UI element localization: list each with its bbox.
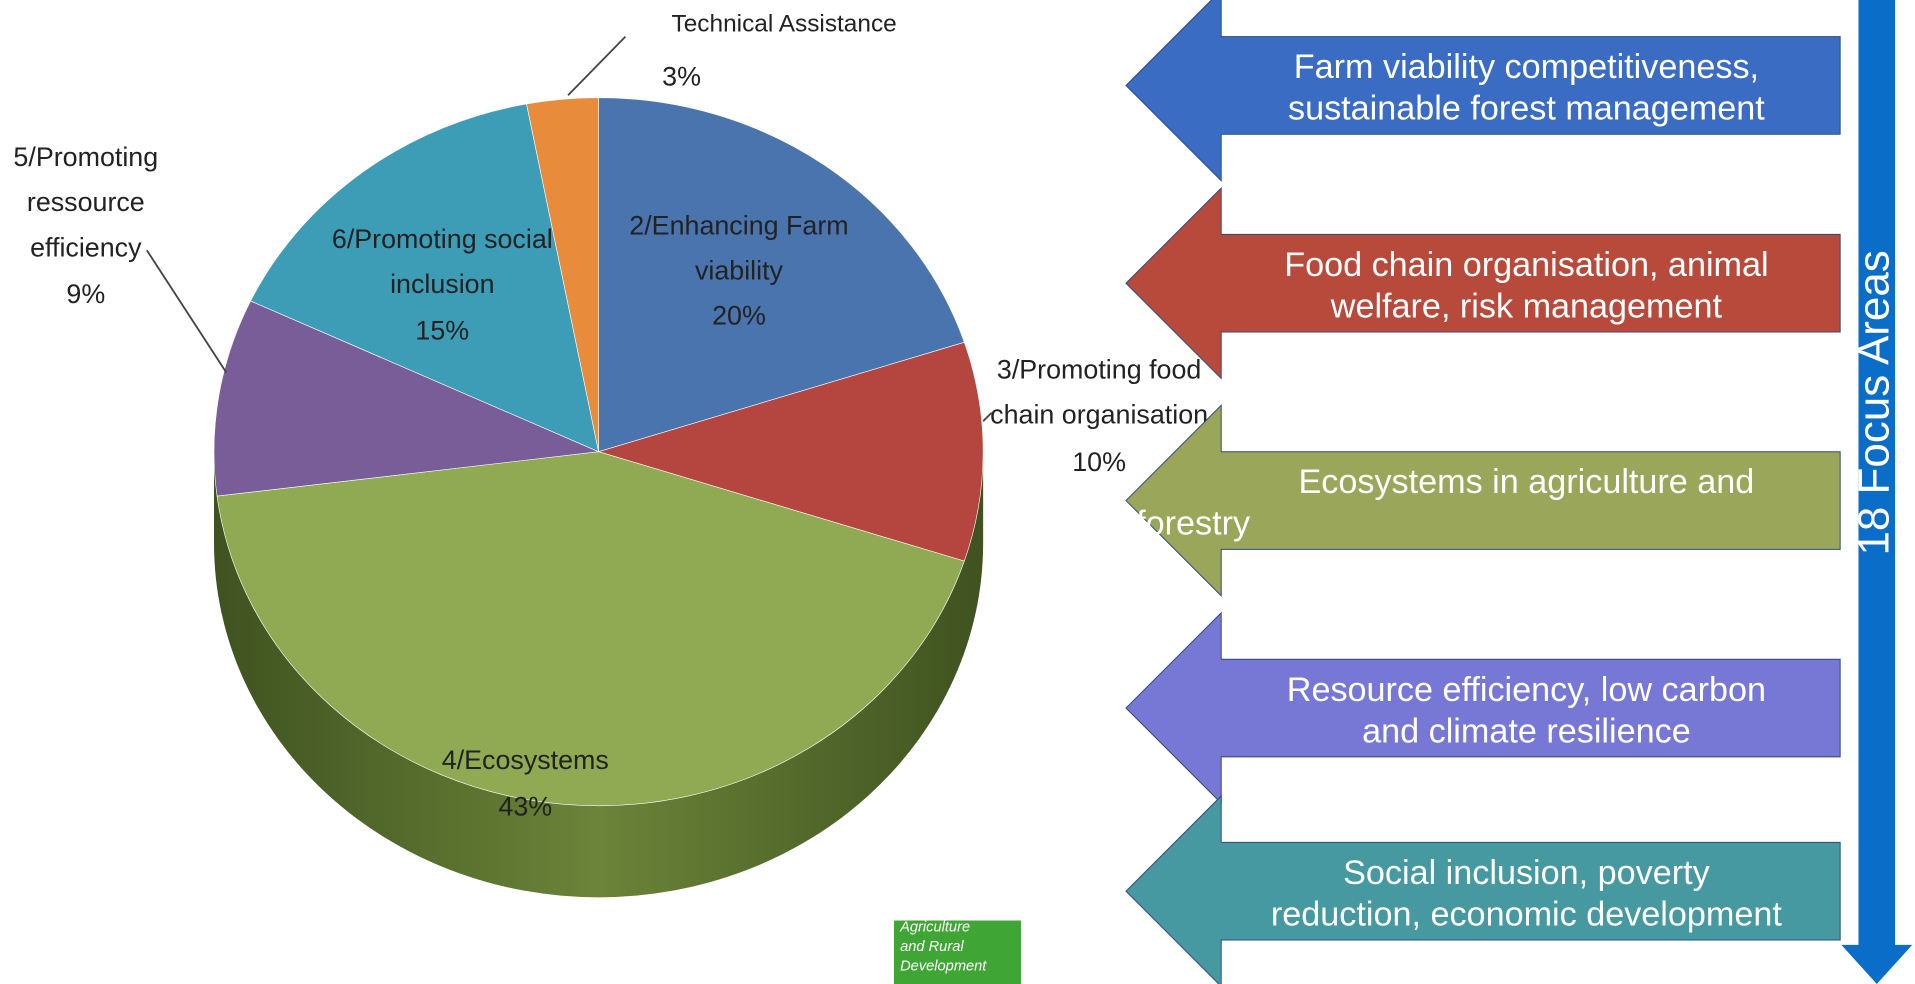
pie-slice: [526, 97, 599, 452]
arrow-text: Resource efficiency, low carbon: [1287, 671, 1766, 709]
arrow-text: Farm viability competitiveness,: [1294, 48, 1759, 86]
block-arrow: [1125, 186, 1841, 380]
pie-slice: [597, 341, 984, 562]
arrow-text: and climate resilience: [1362, 712, 1691, 750]
leader-line: [146, 249, 227, 373]
leader-line: [567, 35, 627, 96]
block-arrow: [1125, 0, 1841, 182]
slice-label: 4/Ecosystems: [442, 745, 609, 775]
logo-text: and Rural: [900, 939, 964, 955]
block-arrow: [1125, 404, 1841, 597]
pie-slice: [250, 103, 599, 453]
logo-text: Agriculture: [899, 920, 970, 936]
pie-slice: [213, 300, 600, 497]
arrow-text: reduction, economic development: [1271, 895, 1782, 933]
slice-label-line: 6/Promoting social: [332, 224, 553, 254]
leader-line: [982, 411, 993, 422]
arrow-text: sustainable forest management: [1288, 90, 1765, 128]
slice-label-line: 2/Enhancing Farm: [629, 210, 848, 240]
slice-label-line: Technical Assistance: [672, 11, 897, 38]
logo: [894, 920, 1021, 984]
slice-label: 5/Promoting ressource efficiency: [13, 142, 158, 262]
slice-label-line: inclusion: [390, 269, 494, 299]
logo-text: Development: [900, 959, 987, 975]
value-label: 3%: [662, 61, 701, 91]
pie-side: [214, 451, 984, 898]
value-label: 15%: [415, 315, 469, 345]
slice-label-line: 3/Promoting food: [997, 354, 1201, 384]
slice-label-line: 4/Ecosystems: [442, 745, 609, 775]
value-label: 20%: [712, 301, 766, 331]
block-arrow: [1125, 794, 1841, 984]
arrow-text: Ecosystems in agriculture and: [1298, 463, 1754, 501]
slice-label-line: chain organisation: [990, 400, 1208, 430]
arrow-text: welfare, risk management: [1330, 287, 1723, 325]
pie-slice: [598, 97, 965, 453]
value-label: 10%: [1072, 447, 1126, 477]
focus-bar: [1858, 0, 1896, 948]
focus-bar-head: [1841, 944, 1913, 984]
value-label: 9%: [66, 279, 105, 309]
slice-label-line: efficiency: [30, 232, 142, 262]
focus-label: 18 Focus Areas: [1849, 250, 1898, 555]
pie-slice: [216, 451, 965, 807]
slice-label-line: viability: [695, 256, 784, 286]
slice-label-line: ressource: [27, 187, 145, 217]
slice-label: Technical Assistance: [672, 11, 897, 38]
arrow-text: Social inclusion, poverty: [1343, 854, 1710, 892]
slice-label: 6/Promoting social inclusion: [332, 224, 553, 299]
slice-label: 2/Enhancing Farm viability: [629, 210, 848, 285]
arrow-text: forestry: [1136, 505, 1251, 543]
arrow-text: Food chain organisation, animal: [1284, 246, 1768, 284]
value-label: 43%: [498, 792, 552, 822]
slice-label-line: 5/Promoting: [13, 142, 158, 172]
slice-label: 3/Promoting food chain organisation: [990, 354, 1208, 429]
